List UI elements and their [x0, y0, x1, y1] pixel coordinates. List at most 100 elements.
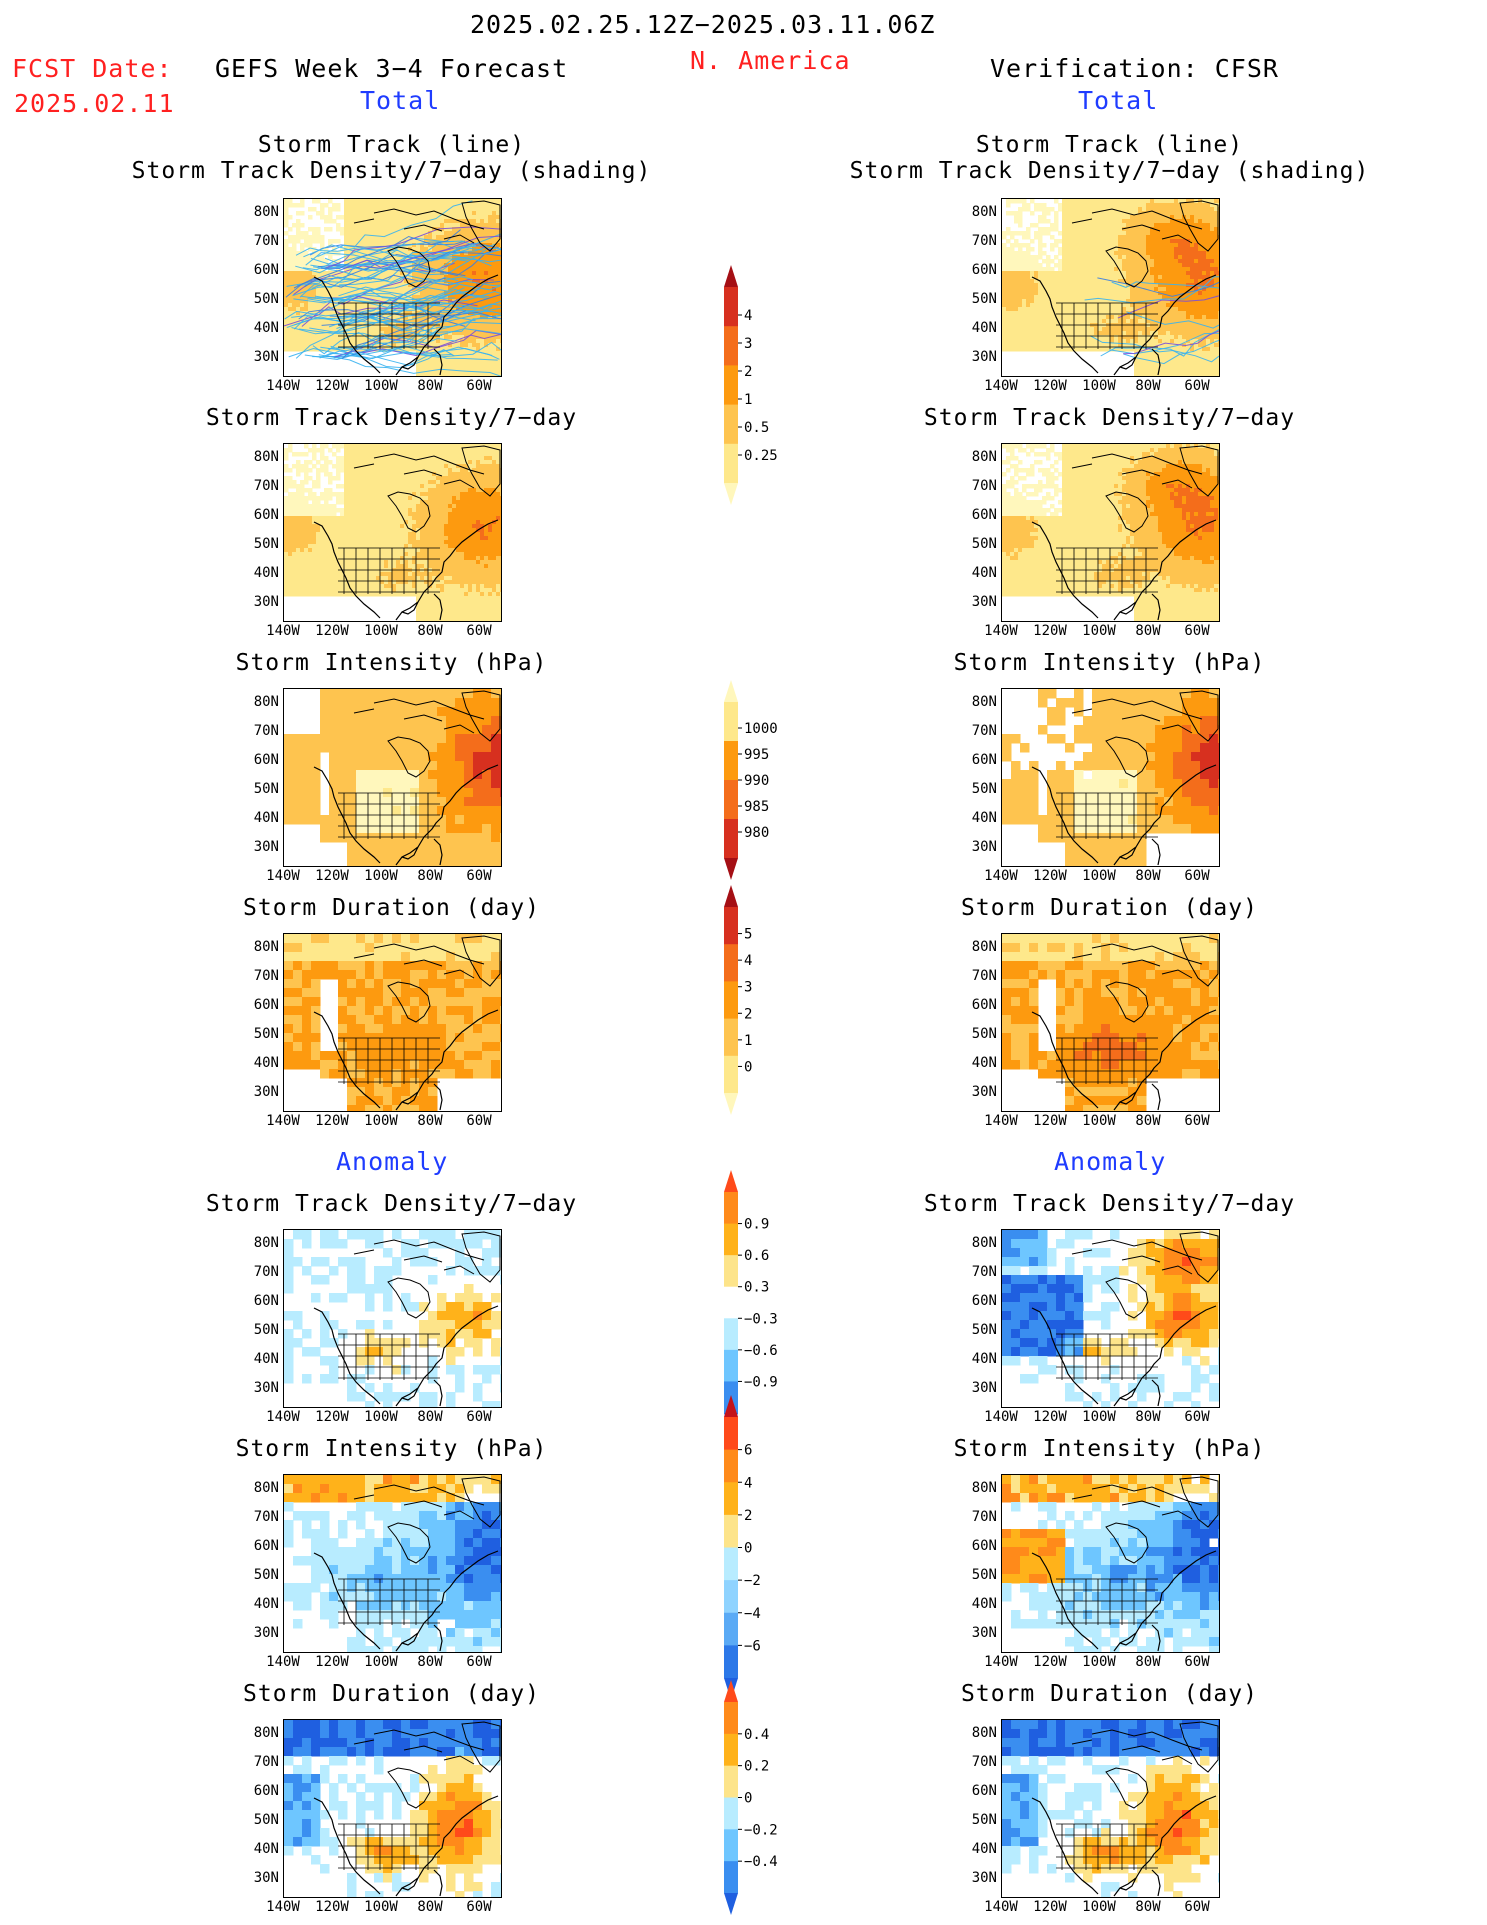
right-track-subtitle: Storm Track Density/7−day (shading)	[849, 158, 1370, 184]
right-intensity-title: Storm Intensity (hPa)	[953, 650, 1266, 676]
lon-tick-label: 100W	[1082, 1409, 1116, 1425]
lon-tick-label: 80W	[1135, 1409, 1161, 1425]
map-field	[1002, 199, 1219, 376]
lon-tick-label: 100W	[1082, 1654, 1116, 1670]
colorbar-label: 0.9	[744, 1217, 769, 1233]
lon-tick-label: 100W	[364, 623, 398, 639]
lon-tick-label: 120W	[315, 868, 349, 884]
colorbar-label: −0.2	[744, 1822, 778, 1838]
colorbar-swatch	[724, 680, 738, 702]
lat-tick-label: 60N	[253, 997, 279, 1013]
lat-tick-label: 50N	[253, 536, 279, 552]
map-field	[284, 934, 501, 1111]
colorbar-label: 2	[744, 1006, 752, 1022]
lat-tick-label: 80N	[253, 1480, 279, 1496]
colorbar-label: −0.9	[744, 1374, 778, 1390]
lat-tick-label: 80N	[971, 1725, 997, 1741]
lat-tick-label: 40N	[253, 565, 279, 581]
fcst-date-value: 2025.02.11	[14, 89, 175, 118]
lat-tick-label: 40N	[971, 320, 997, 336]
map-field	[284, 1475, 501, 1652]
lon-tick-label: 60W	[466, 1654, 492, 1670]
lat-tick-label: 70N	[971, 723, 997, 739]
lon-tick-label: 80W	[417, 1113, 443, 1129]
lon-tick-label: 80W	[417, 868, 443, 884]
right-density-map	[1001, 443, 1220, 622]
lat-tick-label: 40N	[971, 1596, 997, 1612]
lon-tick-label: 60W	[1184, 1409, 1210, 1425]
colorbar-swatch	[724, 1395, 738, 1417]
left-intensity-map	[283, 688, 502, 867]
colorbar-label: 0.2	[744, 1759, 769, 1775]
lat-tick-label: 50N	[253, 291, 279, 307]
colorbar-swatch	[724, 1797, 738, 1830]
lat-tick-label: 50N	[971, 1026, 997, 1042]
left-intensity-title: Storm Intensity (hPa)	[235, 650, 548, 676]
lon-tick-label: 80W	[1135, 1899, 1161, 1915]
lon-tick-label: 120W	[1033, 868, 1067, 884]
section-total-left: Total	[360, 86, 441, 115]
lon-tick-label: 140W	[266, 1899, 300, 1915]
lon-tick-label: 100W	[364, 1654, 398, 1670]
lon-tick-label: 140W	[266, 868, 300, 884]
colorbar-label: 6	[744, 1443, 752, 1459]
colorbar-swatch	[724, 1018, 738, 1057]
colorbar-swatch	[724, 1514, 738, 1548]
lat-tick-label: 40N	[253, 1596, 279, 1612]
lat-tick-label: 50N	[971, 291, 997, 307]
lat-tick-label: 30N	[971, 1380, 997, 1396]
colorbar-swatch	[724, 1733, 738, 1767]
colorbar-swatch	[724, 1680, 738, 1702]
lat-tick-label: 70N	[253, 723, 279, 739]
lat-tick-label: 50N	[253, 781, 279, 797]
lon-tick-label: 80W	[417, 1409, 443, 1425]
lon-tick-label: 100W	[364, 1113, 398, 1129]
colorbar-swatch	[724, 1192, 738, 1225]
period-title: 2025.02.25.12Z−2025.03.11.06Z	[470, 10, 936, 39]
lon-tick-label: 140W	[266, 1409, 300, 1425]
colorbar-swatch	[724, 1645, 738, 1679]
lon-tick-label: 60W	[1184, 1899, 1210, 1915]
colorbar-label: 4	[744, 1475, 752, 1491]
lat-tick-label: 80N	[253, 1235, 279, 1251]
lat-tick-label: 30N	[971, 349, 997, 365]
lon-tick-label: 80W	[1135, 378, 1161, 394]
lon-tick-label: 140W	[984, 1409, 1018, 1425]
colorbar-swatch	[724, 1547, 738, 1581]
colorbar-label: 0.3	[744, 1280, 769, 1296]
colorbar-label: −2	[744, 1573, 761, 1589]
lat-tick-label: 30N	[253, 1625, 279, 1641]
lon-tick-label: 140W	[266, 378, 300, 394]
colorbar-swatch	[724, 1580, 738, 1614]
lon-tick-label: 140W	[984, 378, 1018, 394]
colorbar-swatch	[724, 1893, 738, 1915]
colorbar-duration-total: 5 4 3 2 1 0	[716, 885, 786, 1115]
left-density-map	[283, 443, 502, 622]
right-duration-anomaly-map	[1001, 1719, 1220, 1898]
lat-tick-label: 70N	[253, 968, 279, 984]
colorbar-swatch	[724, 326, 738, 366]
lat-tick-label: 30N	[253, 349, 279, 365]
lat-tick-label: 70N	[253, 1509, 279, 1525]
lat-tick-label: 30N	[971, 594, 997, 610]
colorbar-swatch	[724, 483, 738, 505]
lat-tick-label: 70N	[253, 1754, 279, 1770]
lat-tick-label: 60N	[971, 1783, 997, 1799]
colorbar-swatch	[724, 1055, 738, 1094]
colorbar-swatch	[724, 780, 738, 820]
lon-tick-label: 80W	[1135, 1113, 1161, 1129]
lon-tick-label: 80W	[1135, 1654, 1161, 1670]
lat-tick-label: 30N	[971, 1084, 997, 1100]
right-track-title: Storm Track (line)	[975, 132, 1244, 158]
colorbar-swatch	[724, 1093, 738, 1115]
colorbar-label: 0.25	[744, 448, 778, 464]
verification-title: Verification: CFSR	[990, 54, 1279, 83]
section-anomaly-left: Anomaly	[336, 1147, 449, 1176]
lat-tick-label: 80N	[253, 939, 279, 955]
lat-tick-label: 80N	[253, 694, 279, 710]
colorbar-swatch	[724, 287, 738, 327]
lon-tick-label: 120W	[1033, 1899, 1067, 1915]
lat-tick-label: 60N	[971, 507, 997, 523]
map-field	[1002, 934, 1219, 1111]
lon-tick-label: 100W	[1082, 1113, 1116, 1129]
